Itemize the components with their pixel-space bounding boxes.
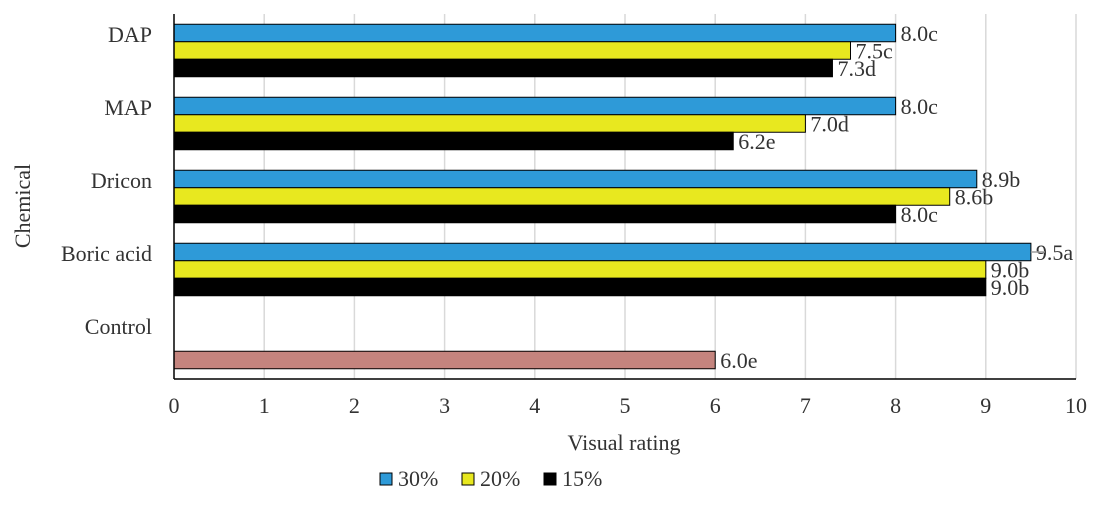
bar — [173, 260, 987, 279]
data-label: 8.6b — [955, 184, 994, 209]
category-labels: DAP MAP Dricon Boric acid Control — [61, 22, 152, 339]
x-tick-label: 2 — [349, 393, 360, 418]
bar — [173, 350, 716, 370]
bar — [173, 131, 734, 151]
x-tick-label: 7 — [800, 393, 811, 418]
legend-swatch — [543, 472, 557, 486]
x-tick-label: 1 — [259, 393, 270, 418]
data-label: 6.2e — [738, 129, 775, 154]
legend-swatch — [379, 472, 393, 486]
bar — [173, 242, 1032, 262]
data-label: 8.0c — [901, 21, 939, 46]
category-label: MAP — [104, 95, 152, 120]
bar — [173, 58, 833, 78]
bar — [173, 169, 978, 189]
legend-label: 30% — [398, 466, 438, 491]
category-label: Control — [85, 314, 152, 339]
bar — [173, 277, 987, 297]
bar — [173, 187, 951, 206]
data-label: 8.9b — [982, 167, 1021, 192]
x-axis-title: Visual rating — [568, 430, 681, 455]
axes — [173, 14, 1076, 380]
bar — [173, 96, 897, 116]
data-label: 9.0b — [991, 257, 1030, 282]
data-label: 8.0c — [901, 94, 939, 119]
category-label: DAP — [108, 22, 152, 47]
legend: 30% 20% 15% — [379, 466, 602, 491]
data-label: 7.5c — [856, 38, 894, 63]
x-tick-label: 4 — [529, 393, 540, 418]
x-tick-label: 6 — [710, 393, 721, 418]
data-label: 9.0b — [991, 275, 1030, 300]
x-tick-label: 9 — [980, 393, 991, 418]
data-label: 7.0d — [810, 111, 849, 136]
x-tick-label: 10 — [1065, 393, 1087, 418]
x-tick-label: 0 — [169, 393, 180, 418]
legend-swatch — [461, 472, 475, 486]
legend-label: 15% — [562, 466, 602, 491]
x-tick-label: 8 — [890, 393, 901, 418]
data-label: 6.0e — [720, 348, 757, 373]
x-tick-label: 5 — [620, 393, 631, 418]
legend-label: 20% — [480, 466, 520, 491]
bar — [173, 204, 897, 224]
data-labels: 8.0c7.5c7.3d8.0c7.0d6.2e8.9b8.6b8.0c9.5a… — [720, 21, 1073, 373]
data-label: 7.3d — [837, 56, 876, 81]
bar — [173, 23, 897, 43]
data-label: 8.0c — [901, 202, 939, 227]
tick-labels: 0 1 2 3 4 5 6 7 8 9 10 — [169, 393, 1088, 418]
bar — [173, 114, 806, 133]
y-axis-title: Chemical — [10, 164, 35, 248]
x-tick-label: 3 — [439, 393, 450, 418]
bars — [173, 23, 1032, 370]
category-label: Boric acid — [61, 241, 152, 266]
bar — [173, 41, 851, 60]
category-label: Dricon — [91, 168, 152, 193]
